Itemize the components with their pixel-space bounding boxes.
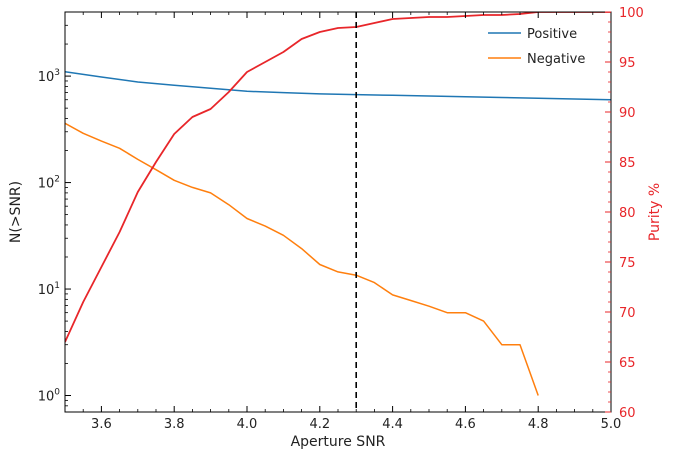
left-y-tick-label: 101 <box>38 281 60 298</box>
x-axis-label: Aperture SNR <box>291 434 386 450</box>
x-tick-label: 4.6 <box>455 417 476 432</box>
right-y-tick-label: 70 <box>619 306 636 321</box>
right-y-axis-label: Purity % <box>647 183 663 241</box>
legend-label-negative: Negative <box>527 52 585 67</box>
x-tick-label: 3.8 <box>164 417 185 432</box>
right-y-tick-label: 65 <box>619 356 636 371</box>
left-y-tick-label: 102 <box>38 175 60 192</box>
x-tick-label: 5.0 <box>601 417 622 432</box>
legend: Positive Negative <box>488 27 585 67</box>
positive-series-line <box>65 70 611 101</box>
purity-series-line <box>65 12 611 343</box>
legend-label-positive: Positive <box>527 27 577 42</box>
right-y-tick-label: 95 <box>619 56 636 71</box>
x-tick-label: 4.8 <box>528 417 549 432</box>
left-y-axis-label: N(>SNR) <box>8 181 24 243</box>
right-y-tick-label: 80 <box>619 206 636 221</box>
right-y-tick-label: 100 <box>619 6 644 21</box>
series-layer <box>65 12 611 396</box>
negative-series-line <box>65 122 539 396</box>
right-y-tick-label: 85 <box>619 156 636 171</box>
right-y-tick-label: 90 <box>619 106 636 121</box>
ticks-layer: 3.6 3.8 4.0 4.2 4.4 4.6 4.8 5.0 100 101 102 103 60 65… <box>38 6 644 432</box>
right-y-tick-label: 75 <box>619 256 636 271</box>
right-y-tick-label: 60 <box>619 406 636 421</box>
x-tick-label: 4.2 <box>309 417 330 432</box>
left-y-tick-label: 100 <box>38 388 61 405</box>
left-y-tick-label: 103 <box>38 68 60 85</box>
plot-frame <box>64 11 612 413</box>
x-tick-label: 3.6 <box>91 417 112 432</box>
x-tick-label: 4.4 <box>382 417 403 432</box>
x-tick-label: 4.0 <box>237 417 258 432</box>
